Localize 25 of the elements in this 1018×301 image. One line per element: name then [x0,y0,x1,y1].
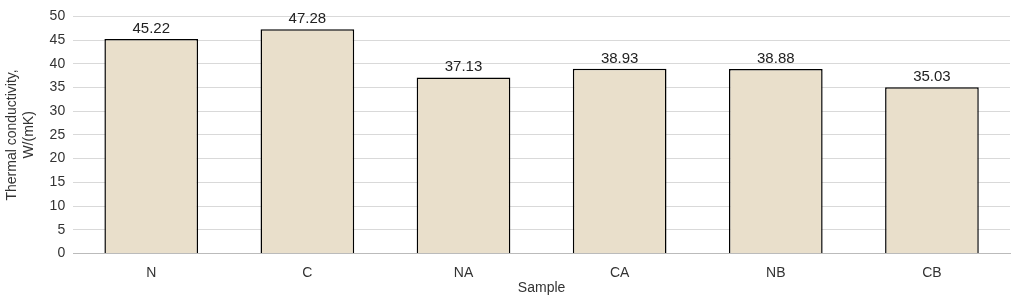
y-tick-label: 0 [57,244,66,261]
y-axis-title: Thermal conductivity, W/(mK) [3,69,37,201]
data-label: 38.93 [600,48,639,66]
y-tick-label: 45 [49,30,66,47]
y-tick-label: 40 [49,54,66,71]
y-tick-label: 15 [49,173,66,190]
x-tick-label: NA [453,263,474,280]
y-tick-label: 35 [49,78,66,95]
x-tick-label: N [146,263,157,280]
x-tick-label: C [302,263,313,280]
data-label: 45.22 [132,18,171,36]
data-label: 37.13 [444,57,483,75]
y-tick-label: 10 [49,196,66,213]
x-tick-label: CA [609,263,631,280]
x-tick-label: NB [766,263,786,280]
y-tick-label: 50 [49,7,66,24]
data-label: 35.03 [913,67,951,84]
y-tick-label: 20 [49,149,66,166]
x-tick-label: CB [922,263,942,280]
data-label: 47.28 [288,8,327,26]
y-tick-label: 5 [57,220,66,237]
x-axis-title: Sample [517,279,566,296]
data-label: 38.88 [757,48,795,66]
y-tick-label: 25 [49,125,66,142]
y-tick-label: 30 [49,102,66,119]
